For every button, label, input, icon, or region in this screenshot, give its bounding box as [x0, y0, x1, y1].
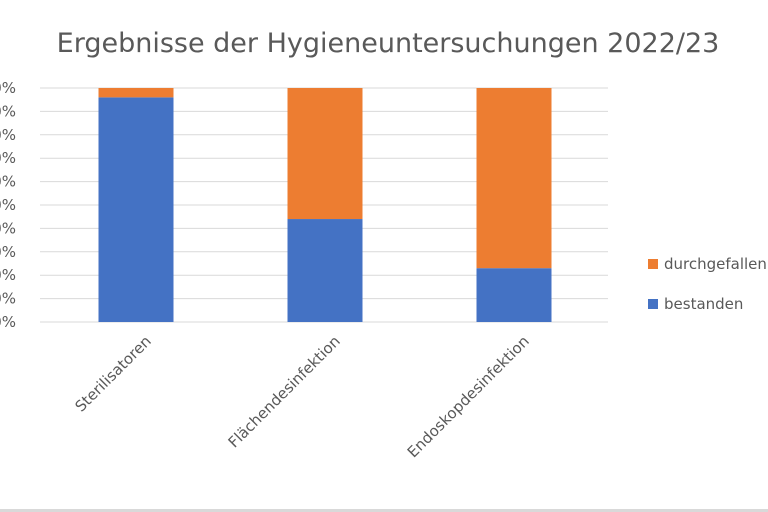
bar-segment-bestanden	[98, 97, 174, 322]
y-tick-label: 80%	[0, 126, 16, 144]
legend-swatch-bestanden	[648, 299, 658, 309]
y-tick-label: 0%	[0, 313, 16, 331]
bar-segment-durchgefallen	[287, 88, 363, 220]
legend-label-durchgefallen: durchgefallen	[664, 255, 767, 273]
y-tick-label: 90%	[0, 102, 16, 120]
y-tick-label: 100%	[0, 79, 16, 97]
bottom-border	[0, 509, 768, 512]
legend-label-bestanden: bestanden	[664, 295, 743, 313]
bars	[98, 88, 552, 322]
y-axis-ticks: 0% 10% 20% 30% 40% 50% 60% 70% 80% 90% 100%	[0, 79, 16, 331]
y-tick-label: 20%	[0, 266, 16, 284]
chart-title: Ergebnisse der Hygieneuntersuchungen 202…	[57, 28, 720, 59]
y-tick-label: 70%	[0, 149, 16, 167]
legend: durchgefallen bestanden	[648, 255, 767, 313]
category-label: Endoskopdesinfektion	[404, 332, 533, 461]
legend-swatch-durchgefallen	[648, 259, 658, 269]
y-tick-label: 60%	[0, 173, 16, 191]
category-label: Sterilisatoren	[71, 332, 154, 415]
bar-segment-bestanden	[476, 268, 552, 322]
bar-segment-durchgefallen	[98, 88, 174, 98]
category-label: Flächendesinfektion	[225, 332, 344, 451]
y-tick-label: 50%	[0, 196, 16, 214]
y-tick-label: 40%	[0, 219, 16, 237]
y-tick-label: 30%	[0, 243, 16, 261]
category-labels: Sterilisatoren Flächendesinfektion Endosko…	[71, 332, 532, 461]
y-tick-label: 10%	[0, 290, 16, 308]
bar-segment-durchgefallen	[476, 88, 552, 269]
bar-segment-bestanden	[287, 219, 363, 322]
